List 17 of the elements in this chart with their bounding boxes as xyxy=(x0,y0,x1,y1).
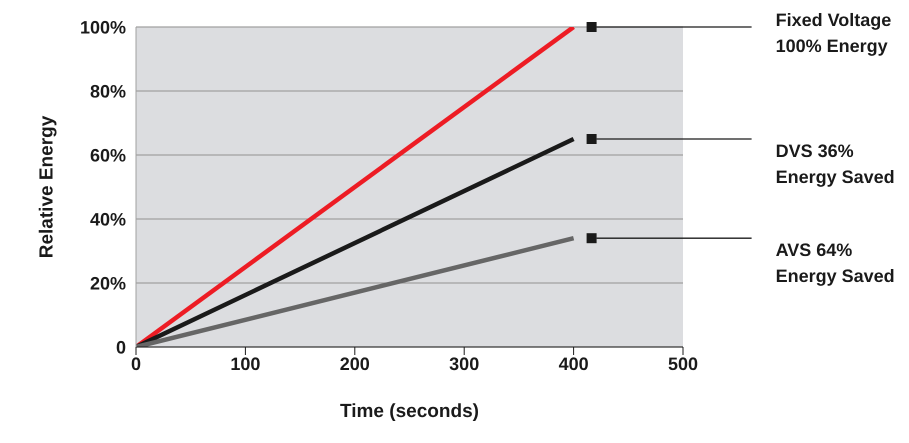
x-tick-label: 300 xyxy=(449,354,480,374)
y-tick-label: 20% xyxy=(90,273,126,294)
text: AVS 64% Energy Saved xyxy=(776,240,895,286)
x-tick-label: 0 xyxy=(130,354,142,374)
x-axis-title: Time (seconds) xyxy=(340,401,480,422)
x-tick-label: 200 xyxy=(340,354,370,374)
text: Fixed Voltage 100% Energy xyxy=(776,10,892,56)
y-tick-label: 60% xyxy=(90,145,126,166)
y-tick-label: 80% xyxy=(90,81,126,102)
x-tick-label: 100 xyxy=(230,354,260,374)
y-tick-label: 40% xyxy=(90,209,126,230)
x-tick-label: 500 xyxy=(668,354,698,374)
y-axis-title: Relative Energy xyxy=(36,115,58,258)
x-tick-label: 400 xyxy=(558,354,589,374)
y-tick-label: 100% xyxy=(80,17,126,38)
text: DVS 36% Energy Saved xyxy=(776,141,895,187)
y-tick-label: 0 xyxy=(116,337,126,358)
